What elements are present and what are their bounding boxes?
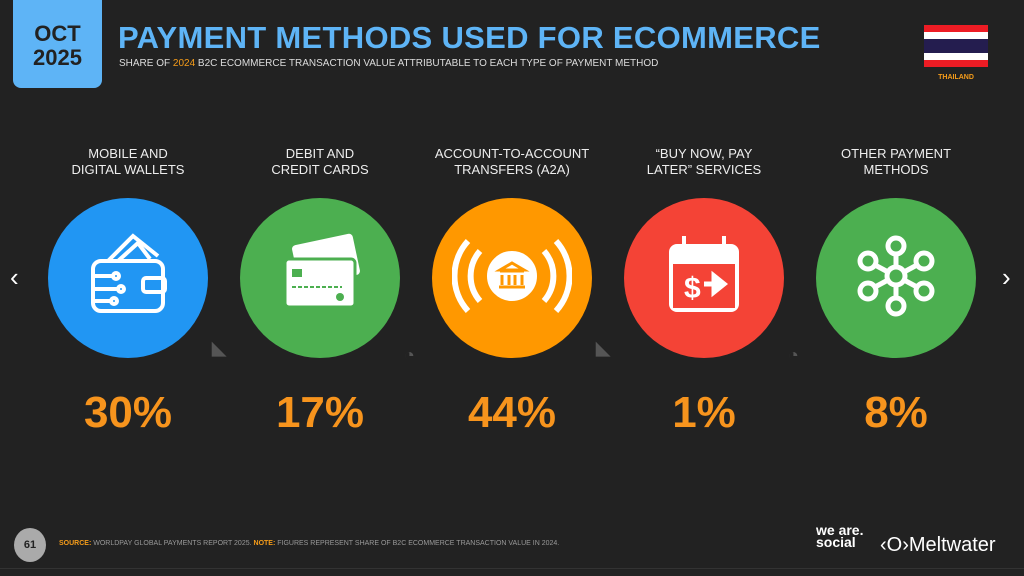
- prev-arrow-icon[interactable]: ‹: [10, 262, 19, 292]
- source-label: SOURCE:: [59, 540, 92, 547]
- meltwater-logo: ‹O›Meltwater: [880, 534, 996, 556]
- method-share-value: 17%: [275, 388, 365, 437]
- network-icon: [846, 226, 946, 331]
- method-circle: [432, 198, 592, 358]
- label-line: DIGITAL WALLETS: [71, 162, 185, 177]
- method-label: ACCOUNT-TO-ACCOUNT TRANSFERS (A2A): [422, 146, 602, 186]
- datareportal-watermark-icon: ◔: [404, 345, 415, 365]
- payment-method-4: “BUY NOW, PAY LATER” SERVICES $ 1%: [614, 146, 794, 438]
- method-circle: [48, 198, 208, 358]
- month: OCT: [34, 21, 81, 46]
- source-text: SOURCE: WORLDPAY GLOBAL PAYMENTS REPORT …: [59, 540, 559, 547]
- label-line: OTHER PAYMENT: [840, 146, 952, 161]
- method-share-value: 1%: [672, 388, 736, 437]
- bank-transfer-icon: [451, 231, 573, 326]
- page-title: PAYMENT METHODS USED FOR ECOMMERCE: [118, 20, 821, 55]
- label-line: MOBILE AND: [88, 146, 168, 161]
- thailand-flag-icon: [924, 25, 988, 67]
- method-label: OTHER PAYMENT METHODS: [806, 146, 986, 186]
- kepios-watermark-icon: ◣: [596, 338, 610, 358]
- page-number: 61: [14, 528, 46, 562]
- divider: [0, 568, 1024, 569]
- wallet-icon: [78, 231, 178, 326]
- country-label: THAILAND: [938, 74, 974, 81]
- credit-card-icon: [270, 231, 370, 326]
- datareportal-watermark-icon: ◔: [788, 345, 799, 365]
- method-circle: [816, 198, 976, 358]
- payment-method-3: ACCOUNT-TO-ACCOUNT TRANSFERS (A2A) 44%: [422, 146, 602, 438]
- method-share-value: 8%: [864, 388, 928, 437]
- svg-text:$: $: [684, 272, 701, 305]
- label-line: DEBIT AND: [285, 146, 355, 161]
- method-circle: $: [624, 198, 784, 358]
- year: 2025: [33, 45, 82, 70]
- method-share-value: 44%: [467, 388, 557, 437]
- method-circle: [240, 198, 400, 358]
- label-line: LATER” SERVICES: [646, 162, 762, 177]
- subtitle: SHARE OF 2024 B2C ECOMMERCE TRANSACTION …: [119, 58, 658, 69]
- method-share-value: 30%: [83, 388, 173, 437]
- subtitle-pre: SHARE OF: [119, 58, 173, 69]
- payment-method-2: DEBIT AND CREDIT CARDS 17%: [230, 146, 410, 438]
- date-badge: OCT 2025: [13, 0, 102, 88]
- subtitle-post: B2C ECOMMERCE TRANSACTION VALUE ATTRIBUT…: [195, 58, 659, 69]
- label-line: TRANSFERS (A2A): [454, 162, 570, 177]
- source: WORLDPAY GLOBAL PAYMENTS REPORT 2025.: [91, 540, 254, 547]
- method-label: DEBIT AND CREDIT CARDS: [230, 146, 410, 186]
- next-arrow-icon[interactable]: ›: [1002, 262, 1011, 292]
- method-label: “BUY NOW, PAY LATER” SERVICES: [614, 146, 794, 186]
- label-line: METHODS: [863, 162, 929, 177]
- kepios-watermark-icon: ◣: [212, 338, 226, 358]
- label-line: CREDIT CARDS: [271, 162, 369, 177]
- note-label: NOTE:: [253, 540, 276, 547]
- note: FIGURES REPRESENT SHARE OF B2C ECOMMERCE…: [275, 540, 560, 547]
- meltwater-text: Meltwater: [908, 534, 996, 556]
- payment-method-5: OTHER PAYMENT METHODS 8%: [806, 146, 986, 438]
- method-label: MOBILE AND DIGITAL WALLETS: [38, 146, 218, 186]
- subtitle-year: 2024: [172, 58, 196, 69]
- label-line: ACCOUNT-TO-ACCOUNT: [434, 146, 590, 161]
- payment-method-1: MOBILE AND DIGITAL WALLETS 30%: [38, 146, 218, 438]
- label-line: “BUY NOW, PAY: [655, 146, 753, 161]
- we-are-social-logo: we are. social: [816, 522, 864, 550]
- calendar-dollar-icon: $: [654, 226, 754, 331]
